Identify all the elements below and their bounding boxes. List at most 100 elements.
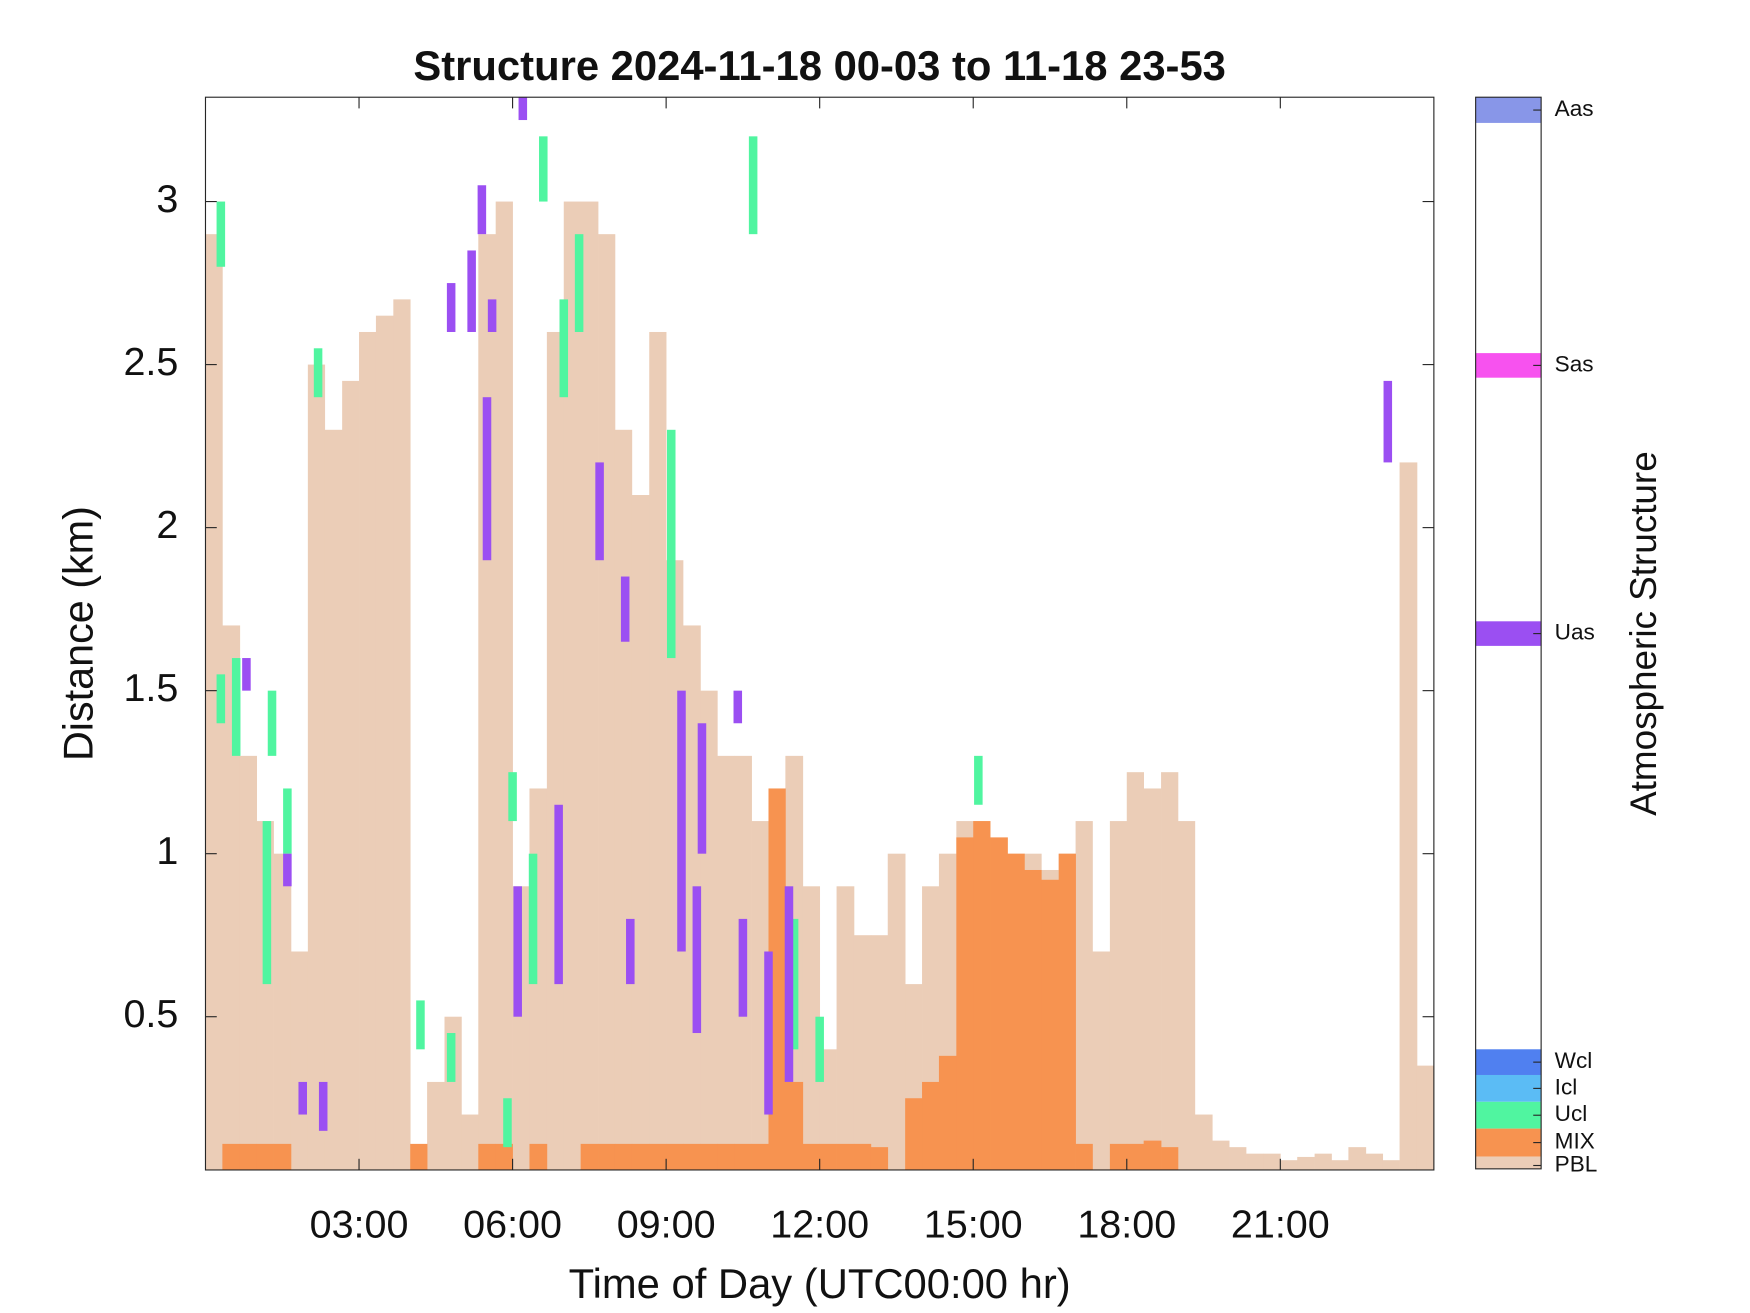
structure-segment: [318, 1081, 328, 1131]
structure-bin: [836, 1143, 855, 1170]
structure-bin: [836, 886, 855, 1170]
structure-segment: [446, 1033, 456, 1082]
structure-bin: [922, 1081, 940, 1170]
structure-bin: [1007, 853, 1025, 1170]
structure-bin: [905, 1098, 923, 1170]
structure-bin: [614, 1143, 633, 1170]
structure-bin: [478, 1143, 497, 1170]
structure-bin: [1109, 1143, 1128, 1170]
structure-segment: [748, 136, 758, 235]
structure-bin: [649, 331, 667, 1170]
structure-bin: [598, 1143, 616, 1170]
structure-segment: [231, 658, 241, 756]
structure-bin: [1314, 1153, 1332, 1170]
structure-bin: [973, 821, 991, 1170]
structure-bin: [631, 1143, 650, 1170]
colorbar-swatch: [1475, 97, 1542, 123]
structure-bin: [546, 331, 565, 1170]
structure-bin: [1075, 821, 1093, 1170]
colorbar-swatch: [1475, 621, 1542, 646]
structure-bin: [751, 1143, 769, 1170]
colorbar-tick-label: Wcl: [1555, 1048, 1593, 1073]
x-tick-label: 21:00: [1231, 1202, 1330, 1246]
structure-bin: [1109, 821, 1128, 1170]
y-tick-label: 3: [156, 177, 178, 221]
structure-bin: [598, 234, 616, 1170]
structure-bin: [1058, 853, 1076, 1170]
colorbar-swatch: [1475, 1049, 1542, 1075]
y-axis-label: Distance (km): [54, 506, 101, 761]
x-tick-label: 12:00: [770, 1202, 869, 1246]
structure-segment: [487, 299, 497, 332]
structure-segment: [666, 429, 676, 659]
x-tick-label: 03:00: [310, 1202, 409, 1246]
structure-segment: [620, 576, 630, 642]
structure-bin: [1348, 1147, 1367, 1170]
structure-segment: [513, 886, 522, 1017]
structure-bin: [1263, 1153, 1281, 1170]
structure-bin: [205, 234, 223, 1170]
structure-segment: [1383, 380, 1393, 463]
structure-bin: [1280, 1160, 1298, 1170]
structure-bin: [683, 1143, 701, 1170]
x-axis-label: Time of Day (UTC00:00 hr): [569, 1260, 1071, 1307]
structure-segment: [595, 462, 604, 561]
structure-bin: [290, 951, 309, 1170]
structure-bin: [1126, 772, 1145, 1170]
structure-bin: [1297, 1156, 1315, 1170]
colorbar-swatch: [1475, 353, 1542, 378]
structure-bin: [359, 331, 377, 1170]
x-tick-label: 15:00: [924, 1202, 1023, 1246]
structure-bin: [956, 837, 974, 1170]
colorbar-frame: [1475, 96, 1542, 1170]
structure-bin: [1161, 1147, 1179, 1170]
structure-bin: [1075, 1143, 1093, 1170]
structure-bin: [666, 1143, 684, 1170]
structure-bin: [802, 886, 821, 1170]
chart-title: Structure 2024-11-18 00-03 to 11-18 23-5…: [413, 42, 1226, 89]
structure-segment: [508, 772, 517, 822]
structure-bin: [580, 1143, 599, 1170]
structure-bin: [802, 1143, 821, 1170]
colorbar-tick-label: Uas: [1555, 620, 1595, 645]
colorbar-tick-label: MIX: [1555, 1129, 1595, 1154]
structure-segment: [283, 853, 292, 887]
structure-bin: [990, 837, 1008, 1170]
structure-bin: [819, 1049, 837, 1170]
colorbar-swatch: [1475, 1101, 1542, 1129]
structure-bin: [683, 625, 701, 1170]
structure-bin: [887, 853, 906, 1170]
structure-bin: [1382, 1160, 1400, 1170]
structure-segment: [528, 853, 538, 985]
structure-segment: [216, 201, 226, 267]
structure-bin: [580, 201, 599, 1170]
structure-segment: [626, 918, 635, 985]
structure-bin: [734, 1143, 752, 1170]
structure-bin: [239, 1143, 258, 1170]
structure-segment: [482, 397, 492, 561]
structure-segment: [242, 658, 251, 691]
structure-segment: [477, 185, 487, 235]
structure-segment: [974, 755, 983, 805]
structure-bin: [1143, 1140, 1162, 1170]
structure-segment: [267, 690, 277, 756]
structure-segment: [518, 97, 528, 121]
structure-bin: [1416, 1065, 1435, 1170]
structure-bin: [1229, 1147, 1247, 1170]
structure-segment: [574, 234, 584, 332]
structure-bin: [1194, 1114, 1213, 1170]
structure-segment: [298, 1081, 307, 1115]
structure-bin: [273, 853, 292, 1170]
colorbar-swatch: [1475, 1074, 1542, 1102]
structure-segment: [283, 788, 292, 854]
structure-bin: [853, 1143, 872, 1170]
structure-bin: [1212, 1140, 1230, 1170]
structure-segment: [539, 136, 548, 202]
structure-bin: [256, 1143, 274, 1170]
structure-bin: [649, 1143, 667, 1170]
colorbar-swatch: [1475, 1128, 1542, 1157]
structure-bin: [700, 1143, 718, 1170]
structure-segment: [503, 1098, 512, 1148]
structure-segment: [216, 674, 226, 724]
